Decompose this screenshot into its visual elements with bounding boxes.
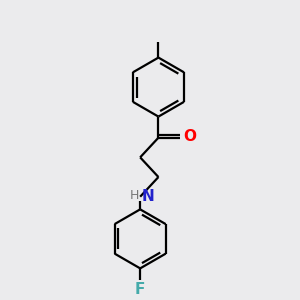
Text: H: H [129, 189, 139, 202]
Text: F: F [135, 282, 146, 297]
Text: N: N [142, 189, 154, 204]
Text: O: O [184, 129, 197, 144]
